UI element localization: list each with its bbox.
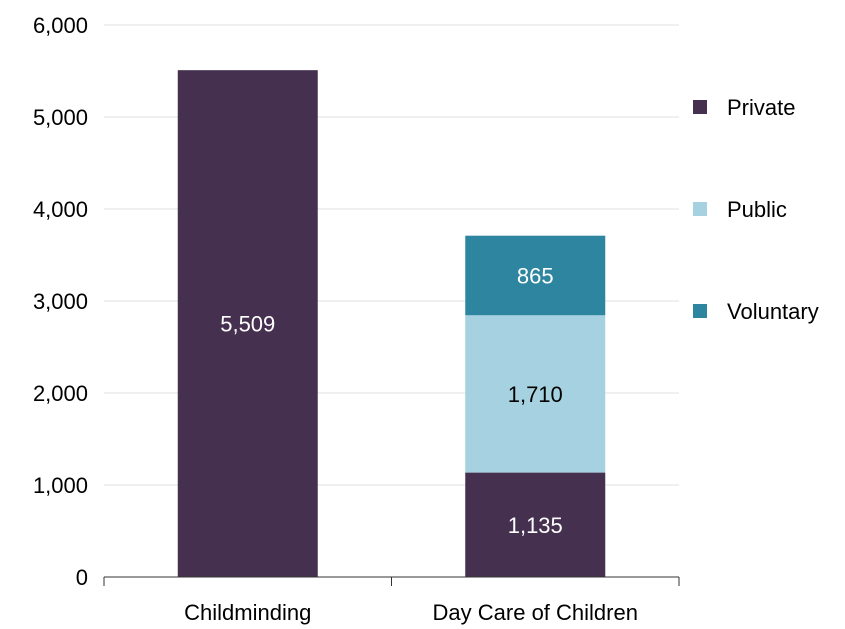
bars [177, 70, 606, 577]
legend-swatch [693, 100, 707, 114]
x-axis-category-labels: Childminding Day Care of Children [184, 600, 638, 625]
data-label: 5,509 [220, 312, 275, 337]
legend-item-voluntary: Voluntary [693, 299, 819, 324]
y-tick-label: 0 [76, 565, 88, 590]
bar-segment-private [177, 70, 318, 577]
data-label: 1,135 [508, 513, 563, 538]
y-tick-label: 1,000 [33, 473, 88, 498]
y-tick-label: 5,000 [33, 105, 88, 130]
legend-label: Private [727, 95, 795, 120]
legend-label: Voluntary [727, 299, 819, 324]
y-tick-label: 2,000 [33, 381, 88, 406]
data-label: 865 [517, 263, 554, 288]
legend: Private Public Voluntary [693, 95, 819, 324]
data-label: 1,710 [508, 382, 563, 407]
y-tick-label: 6,000 [33, 13, 88, 38]
x-axis [103, 576, 680, 586]
x-category-label: Day Care of Children [433, 600, 638, 625]
bar-segment-private [465, 472, 606, 577]
bar-segment-public [465, 315, 606, 473]
legend-item-public: Public [693, 197, 787, 222]
legend-item-private: Private [693, 95, 795, 120]
legend-swatch [693, 202, 707, 216]
y-tick-label: 3,000 [33, 289, 88, 314]
legend-swatch [693, 304, 707, 318]
legend-label: Public [727, 197, 787, 222]
x-category-label: Childminding [184, 600, 311, 625]
y-tick-label: 4,000 [33, 197, 88, 222]
y-axis-tick-labels: 0 1,000 2,000 3,000 4,000 5,000 6,000 [33, 13, 88, 590]
data-labels: 5,509 1,135 1,710 865 [220, 263, 563, 537]
bar-segment-voluntary [465, 235, 606, 316]
